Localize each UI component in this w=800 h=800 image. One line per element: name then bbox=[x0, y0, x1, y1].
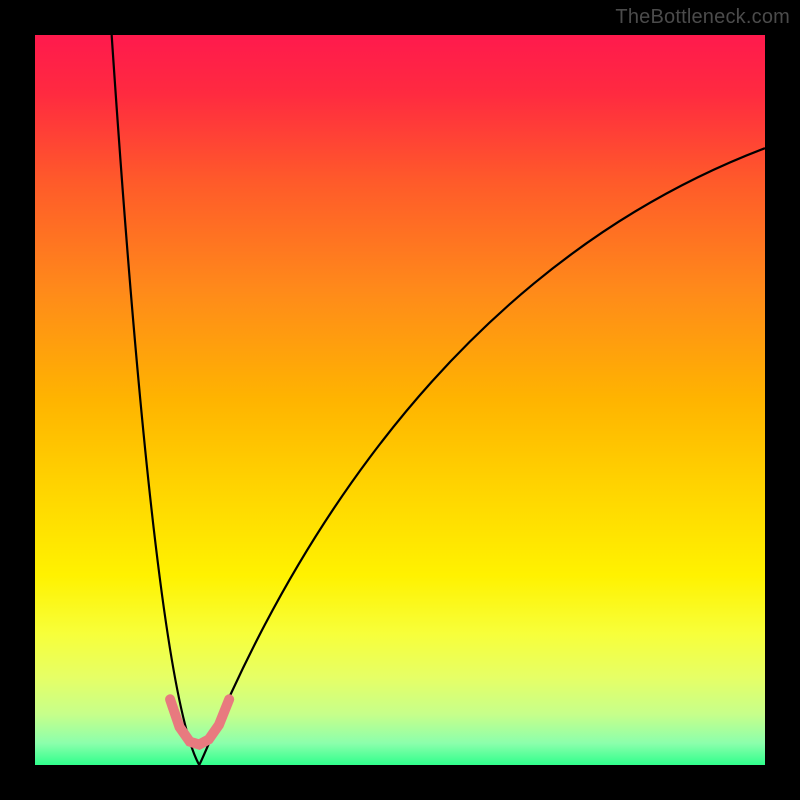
chart-stage: TheBottleneck.com bbox=[0, 0, 800, 800]
chart-svg bbox=[0, 0, 800, 800]
watermark-text: TheBottleneck.com bbox=[615, 6, 790, 29]
plot-area bbox=[35, 35, 765, 765]
